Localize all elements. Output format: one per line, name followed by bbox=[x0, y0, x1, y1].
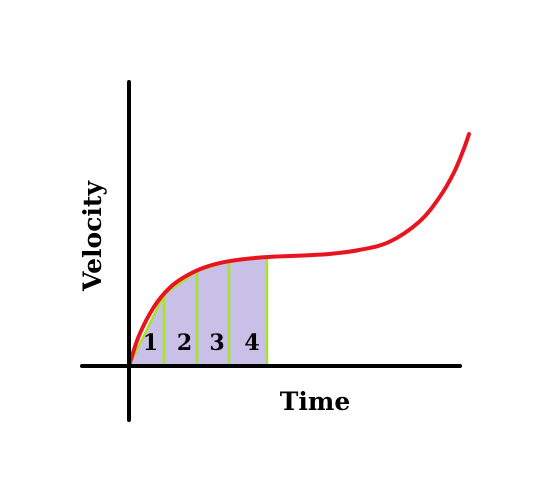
section-label-2: 2 bbox=[177, 330, 192, 356]
section-label-3: 3 bbox=[209, 330, 224, 356]
axes bbox=[80, 80, 462, 422]
y-axis-title: Velocity bbox=[78, 180, 107, 292]
section-label-4: 4 bbox=[244, 330, 259, 356]
section-label-1: 1 bbox=[143, 330, 158, 356]
velocity-curve-layer bbox=[127, 132, 471, 368]
velocity-curve bbox=[127, 132, 471, 368]
x-axis-title: Time bbox=[280, 387, 350, 416]
